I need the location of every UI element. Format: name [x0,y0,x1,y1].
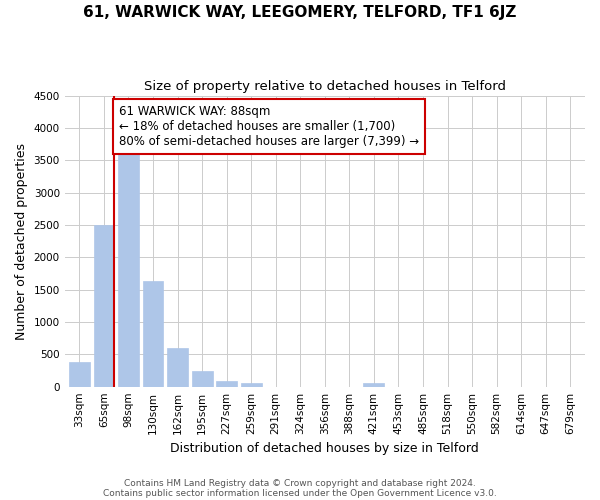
Bar [241,384,262,386]
Bar [216,381,237,386]
Text: 61, WARWICK WAY, LEEGOMERY, TELFORD, TF1 6JZ: 61, WARWICK WAY, LEEGOMERY, TELFORD, TF1… [83,5,517,20]
Y-axis label: Number of detached properties: Number of detached properties [15,142,28,340]
Bar [69,362,90,386]
Text: Contains HM Land Registry data © Crown copyright and database right 2024.: Contains HM Land Registry data © Crown c… [124,478,476,488]
Bar [364,384,385,386]
Bar [143,281,163,386]
Bar [191,371,212,386]
Title: Size of property relative to detached houses in Telford: Size of property relative to detached ho… [144,80,506,93]
Bar [118,148,139,386]
Text: 61 WARWICK WAY: 88sqm
← 18% of detached houses are smaller (1,700)
80% of semi-d: 61 WARWICK WAY: 88sqm ← 18% of detached … [119,106,419,148]
Bar [167,348,188,387]
Text: Contains public sector information licensed under the Open Government Licence v3: Contains public sector information licen… [103,488,497,498]
X-axis label: Distribution of detached houses by size in Telford: Distribution of detached houses by size … [170,442,479,455]
Bar [94,225,115,386]
